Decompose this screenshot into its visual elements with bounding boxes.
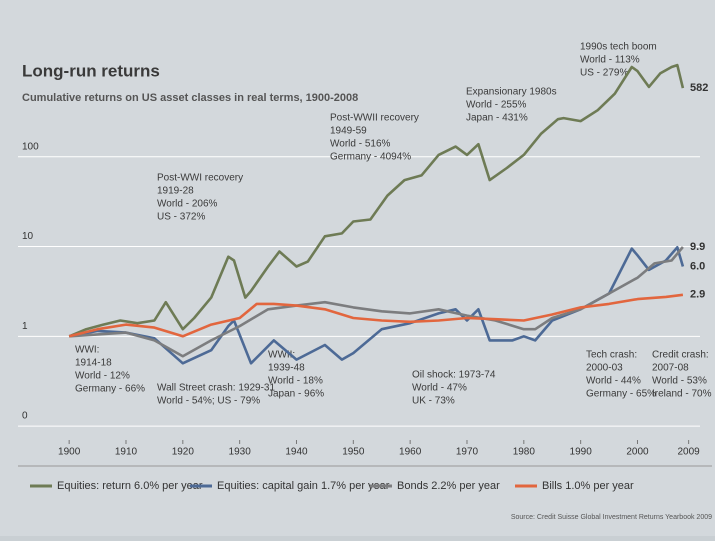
annotation: 2007-08 — [652, 363, 689, 374]
annotation: World - 44% — [586, 376, 641, 387]
annotation: Germany - 4094% — [330, 152, 411, 163]
x-tick-label: 1950 — [342, 447, 365, 458]
end-label: 6.0 — [690, 260, 705, 272]
annotation: 1939-48 — [268, 363, 305, 374]
x-tick-label: 1900 — [58, 447, 81, 458]
annotation: World - 255% — [466, 100, 527, 111]
x-tick-label: 1930 — [229, 447, 252, 458]
annotation: Wall Street crash: 1929-31 — [157, 383, 275, 394]
source: Source: Credit Suisse Global Investment … — [511, 514, 712, 521]
end-label: 9.9 — [690, 241, 705, 253]
annotation: Post-WWI recovery — [157, 173, 243, 184]
annotation: Tech crash: — [586, 350, 637, 361]
annotation: World - 12% — [75, 371, 130, 382]
annotation: World - 54%; US - 79% — [157, 396, 260, 407]
annotation: World - 516% — [330, 139, 391, 150]
annotation: Japan - 96% — [268, 389, 324, 400]
end-label: 2.9 — [690, 289, 705, 301]
y-tick-label: 0 — [22, 411, 28, 422]
legend-label: Bonds 2.2% per year — [397, 480, 500, 492]
annotation: US - 279% — [580, 68, 628, 79]
annotation: Expansionary 1980s — [466, 87, 557, 98]
annotation: Post-WWII recovery — [330, 113, 419, 124]
annotation: WWI: — [75, 345, 99, 356]
annotation: US - 372% — [157, 212, 205, 223]
series-line — [68, 63, 685, 338]
x-tick-label: 1990 — [570, 447, 593, 458]
annotation: Credit crash: — [652, 350, 709, 361]
annotation: Ireland - 70% — [652, 389, 712, 400]
annotation: WWII: — [268, 350, 295, 361]
annotation: World - 53% — [652, 376, 707, 387]
legend-label: Bills 1.0% per year — [542, 480, 634, 492]
annotation: World - 113% — [580, 55, 640, 66]
annotation: World - 206% — [157, 199, 218, 210]
x-tick-label: 1910 — [115, 447, 138, 458]
annotation: 1919-28 — [157, 186, 194, 197]
series-line — [68, 246, 685, 365]
annotation: 1914-18 — [75, 358, 112, 369]
annotation: Germany - 66% — [75, 384, 145, 395]
annotation: 1949-59 — [330, 126, 367, 137]
series-line — [69, 246, 684, 358]
annotation: 2000-03 — [586, 363, 623, 374]
x-tick-label: 1940 — [285, 447, 308, 458]
x-tick-label: 1960 — [399, 447, 422, 458]
annotation: Oil shock: 1973-74 — [412, 370, 496, 381]
x-tick-label: 1980 — [513, 447, 536, 458]
annotation: World - 47% — [412, 383, 467, 394]
y-tick-label: 1 — [22, 321, 28, 332]
chart-subtitle: Cumulative returns on US asset classes i… — [22, 92, 358, 104]
annotation: Germany - 65% — [586, 389, 656, 400]
legend-label: Equities: capital gain 1.7% per year — [217, 480, 390, 492]
x-tick-label: 1920 — [172, 447, 195, 458]
x-tick-label: 1970 — [456, 447, 479, 458]
y-tick-label: 10 — [22, 231, 34, 242]
annotation: Japan - 431% — [466, 113, 528, 124]
legend-label: Equities: return 6.0% per year — [57, 480, 203, 492]
end-label: 582 — [690, 82, 708, 94]
x-tick-label: 2000 — [626, 447, 649, 458]
annotation: World - 18% — [268, 376, 323, 387]
y-tick-label: 100 — [22, 141, 39, 152]
annotation: 1990s tech boom — [580, 42, 657, 53]
annotation: UK - 73% — [412, 396, 455, 407]
x-tick-label: 2009 — [678, 447, 701, 458]
chart-title: Long-run returns — [22, 61, 160, 80]
series-line — [68, 293, 684, 338]
